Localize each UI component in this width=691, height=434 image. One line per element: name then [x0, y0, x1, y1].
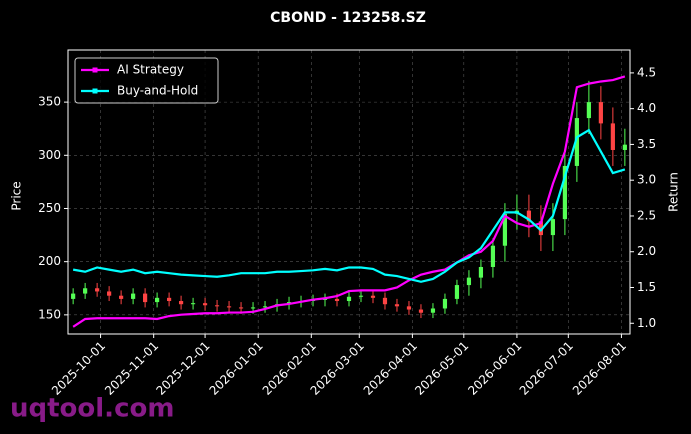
y-tick-label: 250: [38, 201, 61, 215]
candle-body: [622, 144, 627, 150]
candle-body: [83, 288, 88, 294]
return-line: [72, 75, 626, 328]
x-tick-label: 2026-07-01: [517, 339, 576, 398]
candle-body: [107, 291, 112, 296]
candle-body: [322, 298, 328, 300]
y2-tick-label: 2.0: [637, 244, 656, 258]
return-line: [72, 128, 626, 283]
candle-body: [250, 307, 256, 309]
candle-body: [119, 295, 124, 299]
x-tick-label: 2026-06-01: [465, 339, 524, 398]
x-tick-label: 2026-08-01: [570, 339, 629, 398]
y2-tick-label: 2.5: [637, 208, 656, 222]
candle-body: [574, 118, 579, 166]
candle-body: [502, 213, 508, 246]
candle-body: [382, 297, 388, 305]
candle-body: [262, 306, 268, 308]
candle-body: [586, 102, 591, 119]
candle-body: [490, 245, 496, 267]
legend-marker: [92, 88, 98, 94]
legend-label: AI Strategy: [117, 63, 184, 77]
y2-tick-label: 4.0: [637, 101, 656, 115]
x-tick-label: 2026-05-01: [412, 339, 471, 398]
legend-box: [74, 57, 219, 104]
x-tick-label: 2025-12-01: [153, 339, 212, 398]
y-tick-label: 200: [38, 254, 61, 268]
candle-body: [430, 308, 436, 313]
watermark: uqtool.com: [10, 394, 174, 424]
candle-body: [131, 293, 136, 299]
candle-body: [610, 123, 615, 150]
y-tick-label: 300: [38, 148, 61, 162]
candle-body: [346, 296, 352, 302]
candle-body: [478, 266, 484, 278]
candle-body: [526, 210, 532, 222]
y2-tick-label: 1.0: [637, 316, 656, 330]
candle-body: [214, 305, 220, 307]
x-tick-label: 2026-01-01: [207, 339, 266, 398]
chart-title: CBOND - 123258.SZ: [270, 10, 426, 26]
plot-frame: [67, 49, 631, 335]
candle-body: [143, 293, 148, 303]
candle-body: [166, 297, 172, 302]
candle-body: [550, 219, 555, 236]
candle-body: [370, 295, 376, 298]
x-tick-label: 2026-04-01: [361, 339, 420, 398]
legend: AI Strategy Buy-and-Hold: [74, 57, 219, 104]
y2-tick-label: 4.5: [637, 65, 656, 79]
y2-tick-label: 3.0: [637, 173, 656, 187]
candle-body: [538, 221, 543, 236]
candle-body: [358, 295, 364, 297]
candle-body: [394, 304, 400, 307]
candle-body: [178, 301, 184, 305]
y2-axis-label: Return: [667, 172, 681, 212]
candle-body: [238, 307, 244, 309]
candle-body: [406, 306, 412, 310]
candle-body: [334, 298, 340, 302]
legend-label: Buy-and-Hold: [117, 84, 198, 98]
candle-body: [466, 277, 472, 286]
y-tick-label: 150: [38, 307, 61, 321]
candle-body: [598, 102, 603, 124]
legend-marker: [92, 67, 98, 73]
x-tick-label: 2025-11-01: [102, 339, 161, 398]
y-tick-label: 350: [38, 95, 61, 109]
candle-body: [418, 309, 424, 313]
candle-body: [190, 303, 196, 305]
candle-body: [442, 298, 448, 309]
x-tick-label: 2025-10-01: [49, 339, 108, 398]
candle-body: [95, 288, 100, 292]
y-axis-label: Price: [10, 181, 24, 210]
candle-body: [226, 306, 232, 308]
candle-body: [155, 297, 160, 303]
y2-tick-label: 1.5: [637, 280, 656, 294]
candle-body: [562, 165, 567, 220]
candle-body: [71, 293, 76, 299]
candle-body: [454, 285, 460, 299]
y2-tick-label: 3.5: [637, 137, 656, 151]
candle-body: [202, 303, 208, 306]
